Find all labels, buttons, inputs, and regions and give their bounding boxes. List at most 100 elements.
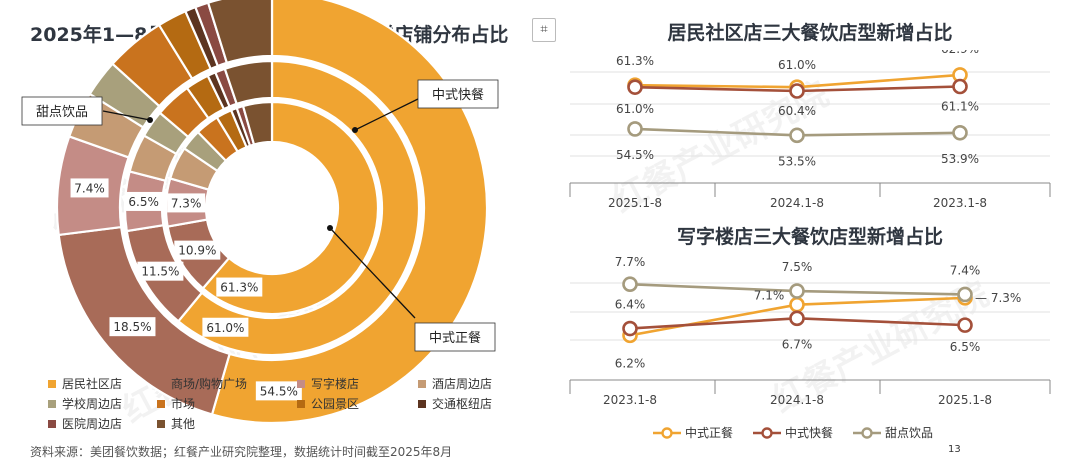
callout-line-dessert xyxy=(102,110,151,121)
data-label: 6.5% xyxy=(950,340,981,354)
callout-line-fast-food xyxy=(354,97,421,131)
residential-line-chart: 2025.1-8 2024.1-8 2023.1-8 61.3% 61.0% 62.9% 6… xyxy=(569,50,1051,210)
series-point xyxy=(952,78,968,95)
data-label: 53.9% xyxy=(941,152,979,166)
data-label: 54.5% xyxy=(616,148,654,162)
page-number: 13 xyxy=(948,444,961,455)
legend-swatch xyxy=(48,399,56,408)
donut-data-label-bg xyxy=(174,240,221,260)
donut-slice-中式正餐-9 xyxy=(241,100,274,146)
series-point xyxy=(789,310,805,327)
line-legend-item: 中式正餐 xyxy=(652,424,733,441)
line-legend-label: 甜点饮品 xyxy=(885,426,934,440)
series-point xyxy=(627,121,643,137)
data-label: 7.7% xyxy=(615,255,646,269)
legend-label: 商场/购物广场 xyxy=(171,377,248,391)
legend-item: 商场/购物广场 xyxy=(157,375,247,392)
scan-icon[interactable]: ⌗ xyxy=(532,18,556,42)
donut-slice-中式正餐-0 xyxy=(201,100,380,316)
legend-item: 公园景区 xyxy=(297,395,359,412)
legend-swatch xyxy=(157,379,165,388)
donut-data-label-bg xyxy=(216,277,263,297)
data-label: — 7.3% xyxy=(975,291,1021,305)
legend-label: 医院周边店 xyxy=(62,417,123,431)
callout-box-formal-dining xyxy=(414,322,496,352)
series-point xyxy=(789,127,805,144)
x-tick-label: 2025.1-8 xyxy=(938,393,992,407)
callout-box-fast-food xyxy=(417,79,499,109)
donut-slice-甜点饮品-9 xyxy=(206,0,274,65)
legend-swatch xyxy=(418,379,426,388)
line-legend-item: 中式快餐 xyxy=(752,424,833,441)
legend-item: 交通枢纽店 xyxy=(418,395,492,412)
office-chart-title: 写字楼店三大餐饮店型新增占比 xyxy=(676,226,943,248)
legend-label: 交通枢纽店 xyxy=(432,397,493,411)
callout-label-dessert: 甜点饮品 xyxy=(36,104,88,120)
x-tick-label: 2024.1-8 xyxy=(770,196,824,210)
legend-item: 居民社区店 xyxy=(48,375,122,392)
legend-swatch xyxy=(418,399,426,408)
legend-label: 市场 xyxy=(171,397,196,411)
donut-slice-中式快餐-9 xyxy=(223,59,274,106)
line-legend-marker xyxy=(753,426,781,439)
donut-data-label-bg xyxy=(137,261,184,281)
data-label: 62.9% xyxy=(941,50,979,56)
data-label: 6.7% xyxy=(782,337,813,351)
office-line-chart: 2023.1-8 2024.1-8 2025.1-8 7.7% 7.5% 7.4% 6.4%… xyxy=(569,255,1051,407)
line-legend-label: 中式正餐 xyxy=(685,426,734,440)
line-legend-label: 中式快餐 xyxy=(785,426,834,440)
series-point xyxy=(957,317,973,333)
nested-donut-chart: 61.3% 61.0% 54.5% 10.9% 11.5% 18.5% 7.3% 6.5% 7.… xyxy=(21,0,499,425)
series-point xyxy=(957,286,973,303)
legend-item: 学校周边店 xyxy=(48,395,122,412)
series-point xyxy=(789,283,805,299)
series-point xyxy=(789,296,805,313)
donut-data-label: 7.4% xyxy=(74,181,105,195)
data-label: 61.3% xyxy=(616,54,654,68)
line-legend-marker xyxy=(853,426,881,439)
donut-data-label: 18.5% xyxy=(113,320,151,334)
legend-label: 其他 xyxy=(171,417,196,431)
series-point xyxy=(627,79,643,95)
donut-data-label-bg xyxy=(167,193,206,213)
legend-item: 写字楼店 xyxy=(297,375,359,392)
donut-data-label-bg xyxy=(255,381,302,401)
donut-data-label: 6.5% xyxy=(128,195,159,209)
data-label: 60.4% xyxy=(778,104,816,118)
callout-dot-dessert xyxy=(147,117,153,123)
data-label: 61.0% xyxy=(778,58,816,72)
data-label: 53.5% xyxy=(778,154,816,168)
series-point xyxy=(789,83,805,99)
legend-swatch xyxy=(297,399,305,408)
donut-data-label-bg xyxy=(109,317,156,337)
legend-item: 市场 xyxy=(157,395,195,412)
source-note: 资料来源：美团餐饮数据；红餐产业研究院整理，数据统计时间截至2025年8月 xyxy=(30,445,453,459)
data-label: 7.1% xyxy=(754,289,785,303)
legend-label: 学校周边店 xyxy=(62,397,123,411)
x-tick-label: 2023.1-8 xyxy=(603,393,657,407)
legend-swatch xyxy=(157,399,165,408)
legend-label: 公园景区 xyxy=(311,397,360,411)
legend-swatch xyxy=(48,379,56,388)
data-label: 6.2% xyxy=(615,356,646,370)
data-label: 7.5% xyxy=(782,260,813,274)
callout-dot-fast-food xyxy=(352,127,358,133)
donut-data-label: 54.5% xyxy=(260,384,298,398)
donut-data-label: 61.0% xyxy=(206,321,244,335)
legend-label: 居民社区店 xyxy=(62,377,123,391)
line-legend-marker xyxy=(653,426,681,439)
legend-swatch xyxy=(157,419,165,428)
series-point xyxy=(622,276,638,293)
series-point xyxy=(952,124,968,141)
legend-label: 写字楼店 xyxy=(311,377,360,391)
x-tick-label: 2023.1-8 xyxy=(933,196,987,210)
callout-label-fast-food: 中式快餐 xyxy=(432,87,484,103)
residential-chart-title: 居民社区店三大餐饮店型新增占比 xyxy=(667,22,953,44)
callout-dot-formal-dining xyxy=(327,225,333,231)
callout-line-formal-dining xyxy=(329,227,416,319)
data-label: 7.4% xyxy=(950,263,981,277)
donut-slice-中式快餐-0 xyxy=(176,59,421,357)
donut-data-label: 11.5% xyxy=(141,265,179,279)
legend-item: 酒店周边店 xyxy=(418,375,492,392)
donut-data-label-bg xyxy=(124,191,163,211)
